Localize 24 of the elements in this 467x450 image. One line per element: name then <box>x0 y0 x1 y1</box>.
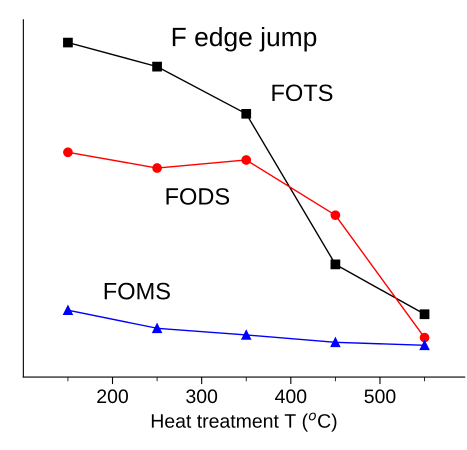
point <box>63 305 73 316</box>
point <box>152 323 162 334</box>
point <box>330 337 340 348</box>
point <box>330 210 340 220</box>
point <box>152 62 162 72</box>
point <box>241 155 252 165</box>
series-label: FOTS <box>272 84 332 102</box>
point <box>420 340 430 350</box>
x-tick-label: 200 <box>97 389 128 404</box>
point <box>241 330 252 340</box>
chart-title: F edge jump <box>172 26 316 52</box>
point <box>420 332 430 342</box>
point <box>330 259 340 270</box>
x-tick-label: 300 <box>186 389 218 404</box>
x-axis-title: Heat treatment T ($^{o}$C) <box>152 412 336 432</box>
series-label: FODS <box>166 188 230 205</box>
point <box>420 309 430 320</box>
x-tick-label: 400 <box>275 389 306 404</box>
point <box>63 38 73 48</box>
point <box>241 108 252 119</box>
series-label: FOMS <box>104 282 170 300</box>
x-tick-label: 500 <box>364 389 396 404</box>
point <box>63 147 73 158</box>
point <box>152 163 162 173</box>
